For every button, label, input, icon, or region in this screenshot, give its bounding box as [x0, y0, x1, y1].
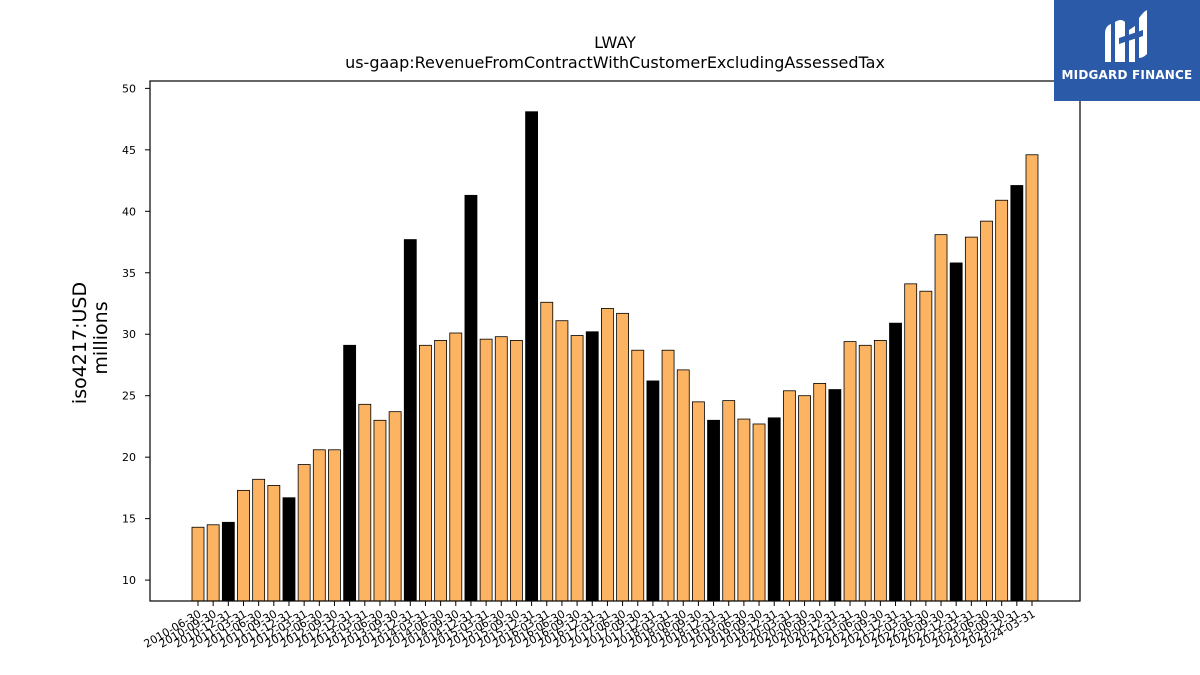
bar-2012-12-31	[343, 344, 357, 602]
bar-2013-12-31	[403, 239, 417, 602]
y-tick-label: 20	[122, 451, 136, 464]
bar-2019-12-31	[767, 417, 781, 602]
logo-text: MIDGARD FINANCE	[1061, 68, 1193, 82]
chart-subtitle: us-gaap:RevenueFromContractWithCustomerE…	[345, 53, 885, 72]
bar-2021-09-30	[873, 339, 887, 602]
bar-2022-09-30	[934, 234, 948, 602]
y-tick-label: 30	[122, 328, 136, 341]
plot-frame	[149, 80, 1081, 602]
bar-2020-06-30	[798, 395, 811, 602]
bar-2022-03-31	[904, 283, 918, 602]
bar-2017-06-30	[616, 312, 629, 602]
bar-2011-12-31	[282, 497, 296, 602]
bar-2010-12-31	[221, 521, 235, 602]
bar-2017-03-31	[601, 308, 614, 602]
y-tick-label: 15	[122, 513, 136, 526]
brand-logo: MIDGARD FINANCE	[1054, 0, 1200, 101]
bar-2024-03-31	[1025, 154, 1039, 602]
bar-2022-12-31	[949, 262, 963, 602]
bar-2015-12-31	[525, 111, 538, 602]
bar-2023-09-30	[995, 199, 1009, 602]
bar-2023-03-31	[964, 236, 978, 602]
bar-2019-09-30	[752, 423, 766, 602]
x-axis-ticks: 2010-06-302010-09-302010-12-312011-03-31…	[142, 601, 1038, 651]
bar-2013-09-30	[388, 411, 402, 602]
y-tick-label: 25	[122, 390, 136, 403]
bar-2017-12-31	[646, 380, 660, 602]
bar-2010-06-30	[191, 526, 205, 602]
bar-2018-12-31	[707, 419, 720, 602]
bar-2020-12-31	[828, 389, 842, 602]
bar-2020-09-30	[813, 383, 827, 602]
bar-2015-09-30	[510, 339, 523, 602]
y-tick-label: 10	[122, 574, 136, 587]
bar-2016-09-30	[570, 335, 584, 602]
bar-2021-06-30	[858, 344, 872, 602]
bar-series	[191, 111, 1039, 602]
bar-2010-09-30	[206, 524, 220, 602]
bar-2014-06-30	[434, 339, 448, 602]
y-axis-label-unit: millions	[90, 301, 112, 374]
bar-2021-03-31	[843, 341, 857, 602]
bar-2023-12-31	[1010, 185, 1024, 602]
bar-2021-12-31	[889, 322, 902, 602]
bar-2013-03-31	[358, 403, 372, 602]
bar-2016-12-31	[585, 331, 599, 602]
bar-2012-09-30	[328, 449, 341, 602]
bar-2020-03-31	[782, 390, 796, 602]
bar-2016-06-30	[555, 320, 569, 602]
bar-2019-06-30	[737, 418, 751, 602]
bar-2022-06-30	[919, 290, 933, 602]
y-tick-label: 45	[122, 144, 136, 157]
bar-2011-09-30	[267, 485, 281, 602]
bar-2015-06-30	[494, 336, 508, 602]
bar-2014-03-31	[419, 344, 432, 602]
y-tick-label: 35	[122, 267, 136, 280]
bar-2023-06-30	[980, 220, 993, 602]
bar-2018-06-30	[676, 369, 690, 602]
bar-2011-06-30	[252, 478, 266, 602]
chart-title: LWAY	[594, 33, 636, 52]
bar-2018-03-31	[661, 349, 675, 602]
midgard-logo-icon	[1105, 10, 1147, 62]
y-tick-label: 40	[122, 205, 136, 218]
bar-2019-03-31	[722, 400, 736, 602]
bar-2014-09-30	[449, 332, 463, 602]
bar-2017-09-30	[631, 349, 645, 602]
bar-2016-03-31	[540, 301, 554, 602]
bar-2018-09-30	[692, 401, 705, 602]
y-tick-label: 50	[122, 82, 136, 95]
bar-2015-03-31	[479, 338, 493, 602]
bar-2012-03-31	[297, 464, 311, 602]
y-axis-ticks: 10 15 20 25 30 35 40 45 50	[122, 82, 150, 587]
bar-2011-03-31	[237, 489, 250, 602]
bar-2013-06-30	[373, 419, 387, 602]
y-axis-label: iso4217:USD	[69, 282, 91, 404]
bar-2012-06-30	[312, 449, 326, 602]
bar-2014-12-31	[464, 194, 478, 602]
